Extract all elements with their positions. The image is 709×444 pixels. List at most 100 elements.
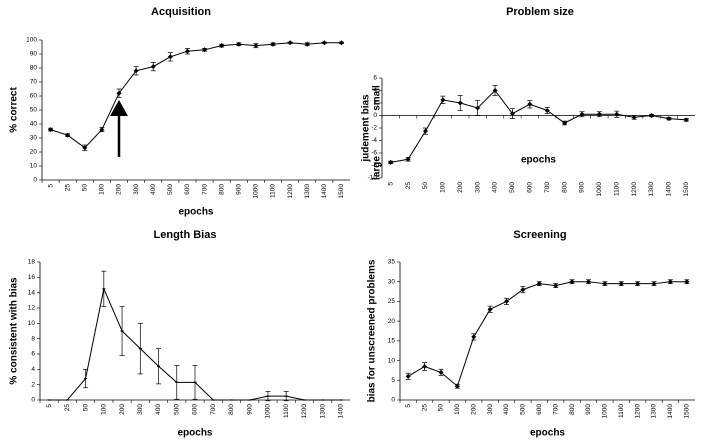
x-axis-label: epochs: [521, 155, 556, 166]
x-tick-label: 500: [167, 184, 174, 195]
x-tick-label: 1300: [319, 404, 326, 419]
x-tick-label: 50: [422, 182, 429, 190]
data-point: [614, 111, 620, 117]
y-tick-label: 10: [28, 320, 36, 327]
x-tick-label: 1400: [666, 182, 673, 197]
x-tick-label: 1300: [304, 184, 311, 199]
x-tick-label: 1000: [596, 182, 603, 197]
x-tick-label: 400: [150, 184, 157, 195]
x-tick-label: 1400: [321, 184, 328, 199]
data-point: [454, 383, 460, 389]
data-point: [544, 108, 550, 113]
y-tick-label: 50: [30, 107, 38, 114]
x-tick-label: 500: [520, 404, 527, 415]
y-tick-label: 14: [28, 289, 36, 296]
data-point: [585, 279, 591, 285]
x-tick-label: 1100: [613, 182, 620, 196]
data-point: [48, 127, 54, 133]
x-tick-label: 900: [585, 404, 592, 415]
chart-title: Problem size: [506, 6, 574, 18]
data-point: [388, 159, 394, 165]
x-tick-label: 600: [192, 404, 199, 415]
y-tick-label: 20: [388, 318, 396, 325]
x-tick-label: 5: [387, 182, 394, 186]
data-point: [471, 334, 477, 340]
x-tick-label: 700: [552, 404, 559, 415]
y-axis-label: judement bias: [361, 94, 372, 163]
x-tick-label: 600: [184, 184, 191, 195]
data-point: [596, 111, 602, 117]
x-tick-label: 300: [133, 184, 140, 195]
x-tick-label: 800: [228, 404, 235, 415]
data-point: [321, 40, 327, 46]
data-point: [405, 373, 411, 379]
x-tick-label: 5: [46, 404, 53, 408]
x-axis-label: epochs: [177, 428, 212, 439]
data-point: [618, 281, 624, 287]
x-tick-label: 200: [116, 184, 123, 195]
data-point: [536, 281, 542, 287]
x-tick-label: 600: [536, 404, 543, 415]
y-tick-label: 80: [30, 65, 38, 72]
data-point: [602, 281, 608, 287]
x-tick-label: 1000: [602, 404, 609, 419]
y-tick-label: 10: [30, 163, 38, 170]
x-tick-label: 25: [64, 404, 71, 412]
x-tick-label: 1400: [338, 404, 345, 419]
data-point: [666, 116, 672, 122]
x-tick-label: 800: [569, 404, 576, 415]
x-tick-label: 300: [474, 182, 481, 193]
y-tick-label: 6: [31, 351, 35, 358]
data-point: [65, 132, 71, 138]
data-point: [579, 111, 585, 117]
x-axis-label: epochs: [530, 428, 565, 439]
x-tick-label: 1100: [270, 184, 277, 198]
x-tick-label: 25: [421, 404, 428, 412]
data-point: [99, 127, 105, 133]
x-tick-label: 50: [438, 404, 445, 412]
data-point: [487, 306, 493, 312]
y-tick-label: 100: [26, 37, 37, 44]
y-tick-label: 10: [388, 357, 396, 364]
data-point: [405, 156, 411, 162]
x-tick-label: 200: [119, 404, 126, 415]
x-tick-label: 1200: [301, 404, 308, 419]
x-tick-label: 300: [137, 404, 144, 415]
y-axis-label-bottom: large: [372, 156, 383, 180]
data-point: [133, 68, 139, 74]
x-tick-label: 800: [218, 184, 225, 195]
data-point: [635, 281, 641, 287]
y-tick-label: 2: [31, 381, 35, 388]
data-point: [338, 40, 344, 46]
y-tick-label: 25: [388, 298, 396, 305]
data-point: [116, 90, 122, 96]
x-tick-label: 600: [527, 182, 534, 193]
data-point: [684, 279, 690, 285]
y-tick-label: 5: [391, 377, 395, 384]
x-tick-label: 500: [173, 404, 180, 415]
data-point: [631, 114, 637, 120]
x-tick-label: 700: [201, 184, 208, 195]
x-tick-label: 900: [246, 404, 253, 415]
x-tick-label: 5: [47, 184, 54, 188]
x-tick-label: 100: [454, 404, 461, 415]
y-tick-label: 60: [30, 93, 38, 100]
y-tick-label: 15: [388, 338, 396, 345]
data-point: [667, 279, 673, 285]
x-tick-label: 50: [82, 404, 89, 412]
y-axis-label: bias for unscreened problems: [367, 259, 378, 402]
data-point: [287, 40, 293, 46]
y-tick-label: 35: [388, 259, 396, 266]
x-tick-label: 1100: [283, 404, 290, 418]
x-tick-label: 700: [210, 404, 217, 415]
data-point: [236, 41, 242, 47]
data-point: [569, 279, 575, 285]
x-tick-label: 1000: [265, 404, 272, 419]
data-point: [475, 105, 481, 111]
x-tick-label: 300: [487, 404, 494, 415]
x-tick-label: 1300: [648, 182, 655, 197]
data-point: [422, 128, 428, 134]
chart-title: Acquisition: [151, 6, 211, 18]
x-axis-label: epochs: [178, 207, 213, 218]
data-point: [270, 41, 276, 47]
